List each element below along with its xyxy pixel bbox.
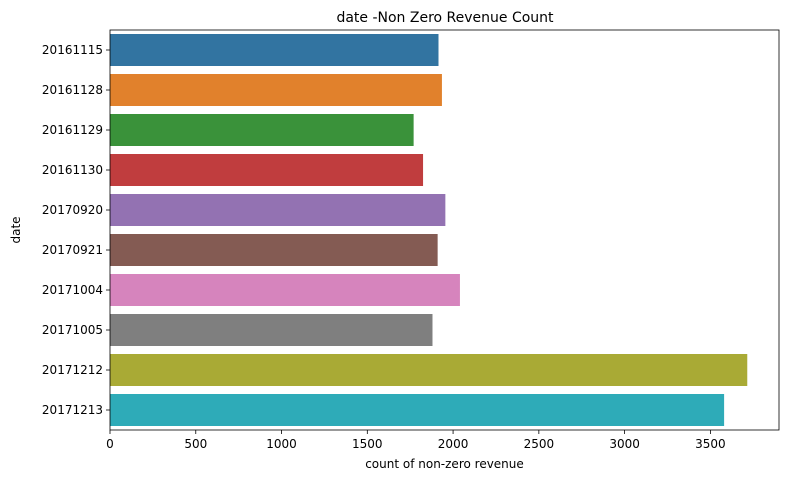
bar-20161115 xyxy=(110,34,439,66)
y-tick-label: 20161128 xyxy=(42,83,103,97)
x-tick-label: 3000 xyxy=(609,437,640,451)
y-tick-label: 20170920 xyxy=(42,203,103,217)
bar-20171004 xyxy=(110,274,460,306)
x-axis-title: count of non-zero revenue xyxy=(365,457,524,471)
y-tick-label: 20161115 xyxy=(42,43,103,57)
y-tick-label: 20171004 xyxy=(42,283,103,297)
plot-frame xyxy=(109,29,780,431)
y-axis-title: date xyxy=(9,216,23,243)
y-tick-label: 20161129 xyxy=(42,123,103,137)
bar-20170920 xyxy=(110,194,446,226)
bar-20171212 xyxy=(110,354,748,386)
y-tick-label: 20171212 xyxy=(42,363,103,377)
x-tick-label: 0 xyxy=(106,437,114,451)
bar-20161128 xyxy=(110,74,442,106)
bar-20170921 xyxy=(110,234,438,266)
bars-group xyxy=(110,34,748,426)
x-tick-label: 2500 xyxy=(524,437,555,451)
bar-20171005 xyxy=(110,314,433,346)
x-tick-label: 1500 xyxy=(352,437,383,451)
bar-20161130 xyxy=(110,154,424,186)
x-axis-ticks: 0 500 1000 1500 2000 2500 3000 3500 xyxy=(106,430,726,451)
bar-20171213 xyxy=(110,394,725,426)
y-tick-label: 20170921 xyxy=(42,243,103,257)
bar-20161129 xyxy=(110,114,414,146)
x-tick-label: 2000 xyxy=(438,437,469,451)
x-tick-label: 500 xyxy=(184,437,207,451)
chart-title: date -Non Zero Revenue Count xyxy=(336,10,554,26)
x-tick-label: 3500 xyxy=(695,437,726,451)
y-tick-label: 20161130 xyxy=(42,163,103,177)
y-tick-label: 20171213 xyxy=(42,403,103,417)
y-tick-label: 20171005 xyxy=(42,323,103,337)
x-tick-label: 1000 xyxy=(266,437,297,451)
y-axis-ticks: 20161115 20161128 20161129 20161130 20170920… xyxy=(42,43,110,417)
